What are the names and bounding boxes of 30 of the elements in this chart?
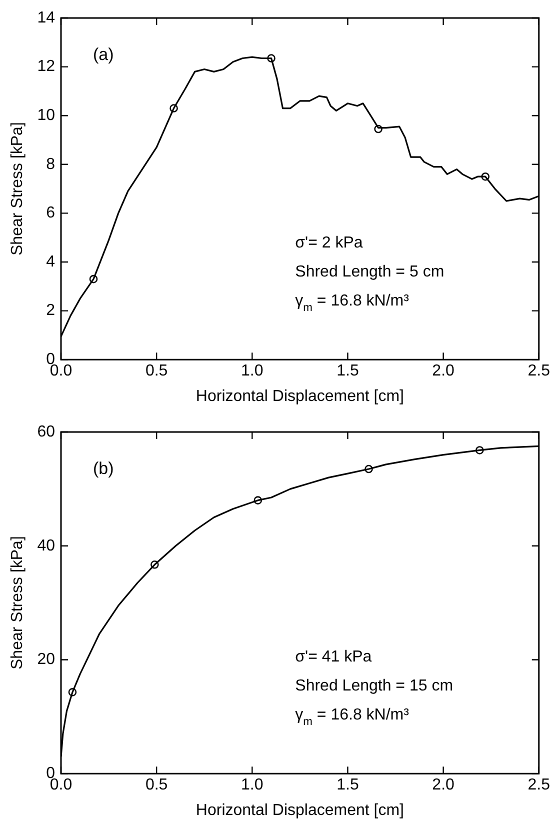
x-tick-label: 2.0	[432, 776, 455, 794]
y-tick-label: 2	[46, 302, 56, 320]
annotation: Shred Length = 15 cm	[295, 678, 454, 695]
y-tick-label: 6	[46, 204, 56, 222]
y-tick-label: 12	[37, 58, 56, 76]
y-tick-label: 60	[37, 423, 56, 440]
annotation: σ'= 2 kPa	[295, 234, 363, 252]
y-tick-label: 4	[46, 253, 56, 270]
y-axis-title: Shear Stress [kPa]	[9, 122, 26, 256]
x-tick-label: 1.5	[336, 776, 359, 794]
x-tick-label: 2.5	[528, 776, 550, 794]
x-tick-label: 1.5	[336, 362, 359, 380]
x-tick-label: 0.5	[145, 362, 168, 380]
x-axis-title: Horizontal Displacement [cm]	[196, 802, 404, 819]
x-tick-label: 2.0	[432, 362, 455, 380]
x-tick-label: 2.5	[528, 362, 550, 380]
annotation: (a)	[92, 45, 114, 64]
y-tick-label: 10	[37, 107, 56, 124]
x-tick-label: 1.0	[241, 776, 264, 794]
y-axis-title: Shear Stress [kPa]	[9, 536, 26, 670]
y-tick-label: 14	[37, 9, 56, 26]
x-tick-label: 1.0	[241, 362, 264, 380]
x-axis-title: Horizontal Displacement [cm]	[196, 388, 404, 405]
y-tick-label: 20	[37, 651, 56, 668]
x-tick-label: 0.5	[145, 776, 168, 794]
annotation: (b)	[92, 459, 114, 478]
annotation: Shred Length = 5 cm	[295, 264, 444, 281]
y-tick-label: 8	[46, 156, 56, 173]
y-tick-label: 40	[37, 537, 56, 554]
annotation: σ'= 41 kPa	[295, 648, 372, 666]
